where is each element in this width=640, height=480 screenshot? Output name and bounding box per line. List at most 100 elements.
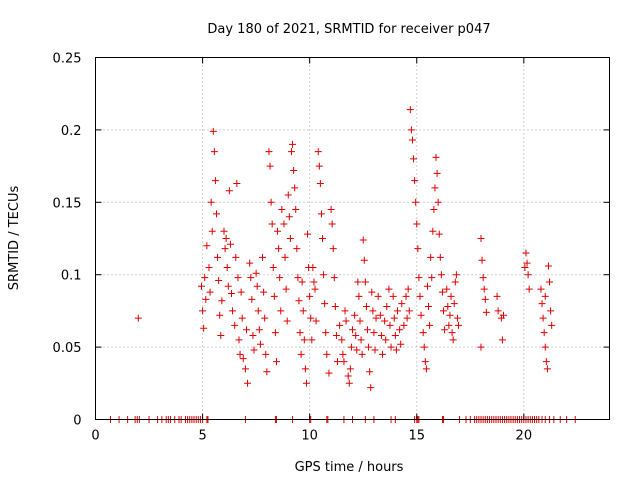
y-tick-label: 0.2 [61, 124, 82, 139]
data-point [200, 324, 208, 332]
data-point [211, 177, 219, 185]
data-point [398, 300, 406, 308]
data-point [431, 184, 439, 192]
data-point [297, 350, 305, 358]
data-point [344, 372, 352, 380]
data-point [361, 278, 369, 286]
data-point [405, 307, 413, 315]
data-point [300, 336, 308, 344]
data-point [548, 321, 556, 329]
data-point [481, 295, 489, 303]
data-point [268, 220, 276, 228]
data-point [386, 321, 394, 329]
data-point [338, 336, 346, 344]
data-point [224, 282, 232, 290]
data-point [420, 343, 428, 351]
data-point [351, 311, 359, 319]
data-point [304, 230, 312, 238]
data-point [440, 307, 448, 315]
data-point [402, 292, 410, 300]
data-point [367, 384, 375, 392]
data-point [233, 179, 241, 187]
data-point [249, 332, 257, 340]
data-point [378, 350, 386, 358]
data-point [316, 179, 324, 187]
data-point [315, 162, 323, 170]
y-tick-label: 0.1 [61, 269, 82, 284]
data-point [311, 285, 319, 293]
data-point [306, 292, 314, 300]
data-point [290, 166, 298, 174]
data-point [368, 288, 376, 296]
data-point [349, 326, 356, 334]
data-point [525, 285, 533, 293]
data-point [523, 259, 531, 267]
data-point [220, 227, 228, 235]
data-point [522, 249, 530, 257]
data-point [252, 269, 260, 277]
data-point [280, 220, 288, 228]
data-point [323, 350, 331, 358]
data-point [225, 187, 233, 195]
data-point [341, 307, 349, 315]
data-point [353, 346, 361, 354]
data-point [451, 278, 459, 286]
data-point [284, 191, 292, 199]
data-point [400, 321, 408, 329]
data-point [241, 365, 249, 373]
x-axis-label: GPS time / hours [295, 460, 404, 475]
data-point [391, 332, 399, 340]
data-point [390, 314, 398, 322]
data-point [275, 245, 283, 253]
data-point [266, 162, 274, 170]
data-point [340, 358, 348, 366]
data-point [392, 346, 400, 354]
data-point [414, 245, 422, 253]
data-point [253, 282, 261, 290]
data-point [229, 307, 237, 315]
data-point [447, 292, 455, 300]
data-point [396, 326, 404, 334]
data-point [221, 245, 229, 253]
data-point [376, 311, 384, 319]
data-point [321, 300, 329, 308]
data-point [263, 368, 271, 376]
data-point [327, 206, 335, 214]
data-point [274, 227, 282, 235]
data-point [438, 288, 446, 296]
data-point [218, 297, 226, 305]
data-point [332, 332, 340, 340]
data-point [430, 206, 438, 214]
data-point [478, 256, 486, 264]
data-point [198, 282, 206, 290]
data-point [293, 245, 301, 253]
data-point [322, 329, 330, 337]
data-point [248, 295, 256, 303]
data-point [372, 314, 380, 322]
data-point [134, 314, 142, 322]
y-tick-label: 0.05 [53, 341, 82, 356]
data-point [206, 288, 214, 296]
data-point [521, 263, 529, 271]
data-point [404, 285, 412, 293]
data-point [541, 343, 549, 351]
data-point [256, 340, 264, 348]
data-point [235, 336, 243, 344]
data-point [317, 210, 325, 218]
data-point [362, 303, 370, 311]
data-point [213, 210, 221, 218]
data-point [441, 326, 449, 334]
data-point [301, 365, 309, 373]
data-point [543, 365, 551, 373]
data-point [205, 263, 213, 271]
data-point [287, 148, 295, 156]
data-point [345, 379, 353, 387]
data-point [292, 206, 300, 214]
data-point [426, 321, 434, 329]
data-point [267, 198, 275, 206]
data-point [433, 169, 441, 177]
data-point [356, 317, 364, 325]
data-point [286, 235, 294, 242]
data-point [428, 274, 436, 282]
data-point [281, 253, 289, 261]
